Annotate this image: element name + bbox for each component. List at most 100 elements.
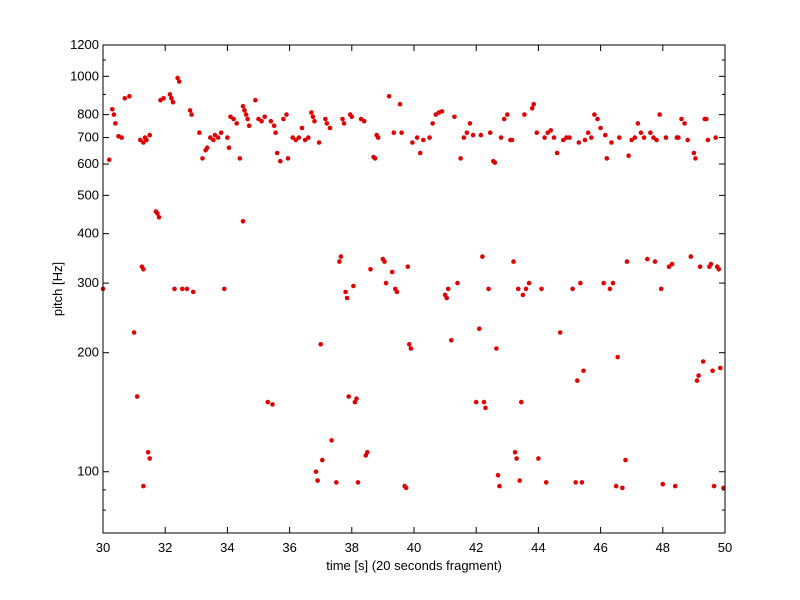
data-point [512, 450, 518, 455]
data-point [111, 112, 117, 117]
data-point [694, 378, 700, 383]
data-point [327, 125, 333, 131]
data-point [617, 135, 622, 140]
data-point [439, 109, 445, 114]
data-point [531, 101, 536, 107]
x-tick-label: 38 [345, 540, 359, 555]
data-point [693, 156, 698, 161]
data-point [414, 135, 420, 140]
data-point [281, 116, 286, 122]
data-point [638, 130, 644, 135]
data-point [405, 264, 411, 270]
y-axis-title: pitch [Hz] [50, 262, 65, 316]
data-point [246, 123, 252, 128]
data-point [718, 365, 723, 371]
x-tick-label: 42 [469, 540, 483, 555]
data-point [652, 259, 658, 264]
data-point [234, 121, 239, 126]
data-point [494, 346, 499, 351]
y-tick-label: 300 [77, 275, 99, 290]
data-point [318, 342, 324, 347]
y-tick-label: 500 [77, 187, 99, 202]
data-point [323, 116, 328, 122]
data-point [658, 286, 664, 292]
data-point [696, 373, 701, 378]
axis-ticks [102, 44, 726, 534]
data-point [240, 104, 246, 109]
data-point [237, 156, 243, 161]
data-point [299, 125, 305, 131]
data-point [579, 480, 585, 485]
data-point [679, 116, 684, 122]
x-tick-label: 48 [656, 540, 670, 555]
data-point [243, 112, 249, 117]
data-point [623, 457, 628, 463]
data-point [548, 128, 554, 133]
data-point [397, 101, 403, 107]
data-point [641, 135, 647, 140]
data-point [290, 135, 296, 140]
data-point [354, 396, 359, 402]
x-axis-title: time [s] (20 seconds fragment) [326, 558, 502, 573]
data-point [302, 137, 308, 143]
data-point [313, 469, 319, 475]
data-point [119, 135, 124, 140]
data-point [711, 483, 717, 489]
data-point [245, 116, 250, 122]
data-point [672, 483, 678, 489]
data-point [226, 145, 232, 150]
data-point [141, 140, 146, 145]
x-tick-label: 46 [593, 540, 607, 555]
data-point [273, 130, 278, 135]
y-tick-label: 700 [77, 130, 99, 145]
data-point [505, 112, 510, 117]
data-point [161, 96, 166, 101]
data-point [365, 450, 370, 455]
x-tick-label: 30 [96, 540, 110, 555]
plot-frame [102, 44, 726, 534]
data-point [187, 108, 193, 113]
data-point [296, 135, 302, 140]
data-point [144, 137, 149, 143]
data-point [218, 130, 224, 135]
data-point [274, 150, 280, 156]
data-point [391, 130, 397, 135]
data-point [669, 261, 675, 267]
data-point [487, 130, 493, 135]
y-tick-label: 800 [77, 107, 99, 122]
data-point [629, 137, 634, 143]
data-point [526, 280, 532, 286]
data-point [492, 160, 498, 165]
data-point [536, 456, 541, 461]
data-point [470, 132, 476, 138]
data-point [270, 402, 275, 407]
data-point [285, 156, 291, 161]
data-point [211, 137, 216, 143]
data-point [334, 480, 339, 485]
x-tick-label: 44 [531, 540, 545, 555]
data-point [225, 135, 230, 140]
data-point [383, 280, 389, 286]
data-point [575, 378, 580, 383]
data-point [127, 94, 132, 99]
data-point [231, 116, 236, 122]
data-point [529, 106, 535, 111]
data-point [316, 140, 322, 145]
data-point [147, 132, 152, 138]
data-point [320, 457, 325, 463]
data-point [657, 112, 662, 117]
x-tick-label: 50 [718, 540, 732, 555]
data-point [483, 405, 488, 411]
data-point [399, 130, 404, 135]
data-point [700, 359, 706, 364]
data-point [122, 96, 128, 101]
data-point [710, 368, 715, 374]
data-point [551, 135, 557, 140]
data-point [417, 150, 423, 156]
data-point [610, 280, 616, 286]
data-point [595, 116, 600, 122]
data-point [452, 114, 457, 120]
data-point [697, 264, 703, 270]
data-point [278, 158, 283, 164]
data-point [169, 96, 174, 101]
